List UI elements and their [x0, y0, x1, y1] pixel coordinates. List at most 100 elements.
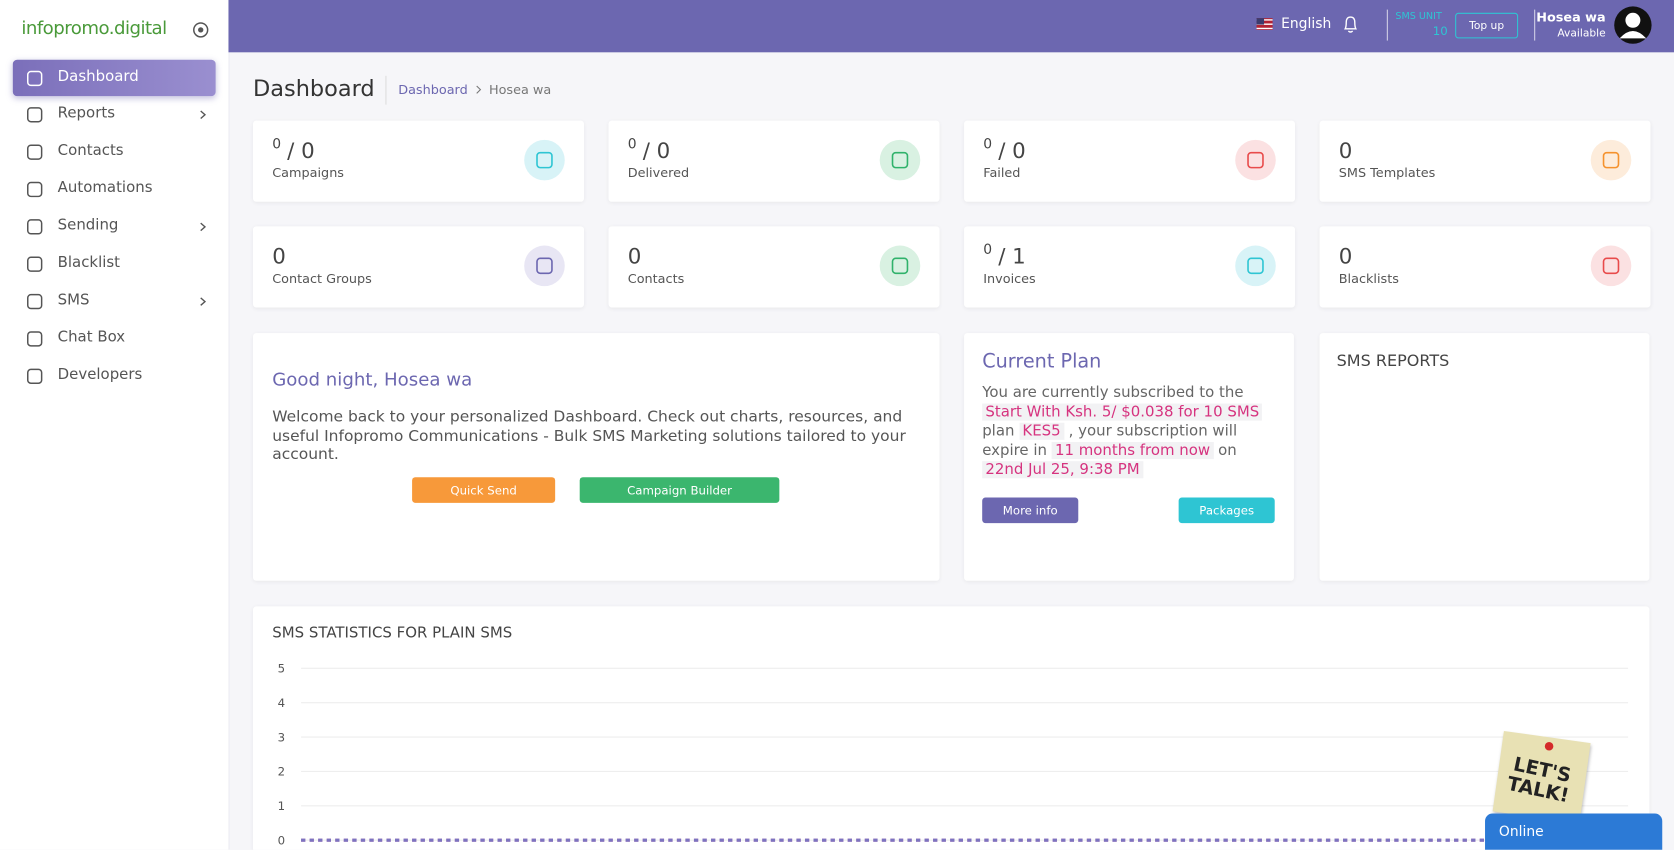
chart-card: SMS STATISTICS FOR PLAIN SMS 0 1 2 3 4 5 — [253, 606, 1650, 850]
menu-item[interactable]: SMS — [57, 291, 90, 309]
breadcrumb-link[interactable]: Dashboard — [398, 82, 468, 98]
plan-highlight: KES5 — [1019, 422, 1064, 440]
quick-send-button[interactable]: Quick Send — [412, 477, 556, 503]
menu-item[interactable]: Chat Box — [57, 328, 126, 346]
stat-icon-bg — [879, 139, 921, 181]
y-tick-label: 4 — [278, 696, 285, 710]
sticker-text: LET'S TALK! — [1505, 753, 1574, 808]
y-tick-label: 0 — [278, 833, 285, 847]
chart: 0 1 2 3 4 5 — [278, 662, 1629, 847]
chat-status-bar[interactable]: Online — [1485, 813, 1663, 850]
user-status: Available — [1557, 27, 1606, 40]
packages-button[interactable]: Packages — [1178, 497, 1275, 524]
bell — [1344, 16, 1357, 33]
stat-card: 0 Contact Groups — [253, 226, 584, 308]
plan-text-segment: on — [1218, 441, 1237, 460]
menu-item[interactable]: Sending — [57, 216, 119, 234]
divider — [1534, 9, 1536, 41]
stat-icon — [524, 139, 565, 181]
menu-icon-shape — [27, 107, 43, 123]
menu-icon — [27, 144, 43, 160]
user-name: Hosea wa — [1536, 9, 1606, 25]
flag-canton — [1256, 18, 1265, 25]
sidebar-toggle — [193, 22, 209, 38]
stat-icon — [1590, 245, 1632, 287]
plan-card: Current Plan You are currently subscribed… — [964, 333, 1294, 581]
menu-icon-shape — [27, 293, 43, 310]
menu-active-bg — [12, 59, 216, 97]
y-tick-label: 5 — [278, 662, 285, 676]
y-tick-label: 1 — [278, 799, 285, 813]
chart-title: SMS STATISTICS FOR PLAIN SMS — [272, 624, 513, 642]
sticker[interactable]: LET'S TALK! — [1492, 730, 1591, 824]
chat-status: Online — [1498, 824, 1544, 841]
y-tick-label: 3 — [278, 730, 285, 744]
menu-icon — [27, 219, 43, 235]
chevron-path — [200, 297, 207, 306]
plan-text-segment: You are currently subscribed to the — [982, 384, 1244, 402]
plan-highlight: 22nd Jul 25, 9:38 PM — [982, 461, 1143, 479]
stat-card: 0 / 1 Invoices — [964, 226, 1295, 308]
flag-stripe — [1256, 27, 1273, 30]
more-info-button[interactable]: More info — [982, 497, 1079, 524]
plan-text-segment: , your subscription will expire in — [982, 422, 1238, 460]
stat-value: / 1 — [998, 243, 1026, 270]
stat-icon-glyph — [536, 257, 553, 275]
stat-card: 0 SMS Templates — [1319, 120, 1651, 202]
menu-item[interactable]: Dashboard — [57, 68, 139, 86]
y-tick-label: 2 — [278, 765, 285, 779]
welcome-card: Good night, Hosea wa Welcome back to your… — [253, 333, 940, 581]
stat-icon-glyph — [1602, 151, 1620, 169]
language[interactable]: English — [1281, 16, 1332, 33]
stat-value: 0 — [1338, 243, 1353, 270]
menu-icon-shape — [27, 144, 43, 160]
stat-label: Delivered — [627, 165, 690, 181]
stat-icon-bg — [879, 245, 921, 287]
stat-card: 0 / 0 Campaigns — [253, 120, 584, 202]
topbar: English SMS UNIT 10 Top up Hosea wa Available — [228, 0, 1674, 53]
stat-icon-glyph — [1247, 151, 1264, 169]
menu-item[interactable]: Automations — [57, 179, 153, 197]
flag — [1256, 18, 1273, 30]
stat-sup: 0 — [983, 242, 993, 259]
menu-icon-shape — [27, 70, 43, 87]
menu-item[interactable]: Reports — [57, 104, 115, 122]
stat-icon — [879, 139, 921, 181]
avatar — [1614, 6, 1652, 44]
stat-label: SMS Templates — [1338, 165, 1436, 181]
breadcrumb-current: Hosea wa — [488, 82, 552, 98]
stat-value: 0 — [1338, 137, 1353, 164]
menu-item[interactable]: Developers — [57, 366, 143, 384]
stat-icon — [1590, 139, 1632, 181]
reports-title: SMS REPORTS — [1336, 351, 1450, 371]
reports-card: SMS REPORTS — [1319, 333, 1650, 581]
sms-unit-label: SMS UNIT — [1395, 11, 1442, 23]
menu-icon — [27, 368, 43, 385]
stat-card: 0 / 0 Failed — [964, 120, 1295, 202]
stat-icon-glyph — [1602, 257, 1620, 275]
page-title: Dashboard — [253, 75, 375, 102]
menu-icon-shape — [27, 181, 43, 198]
plan-title: Current Plan — [982, 350, 1102, 373]
pin — [1544, 741, 1554, 751]
menu-icon — [27, 293, 43, 310]
menu-item[interactable]: Blacklist — [57, 254, 121, 272]
campaign-builder-button[interactable]: Campaign Builder — [579, 477, 780, 503]
plan-highlight: Start With Ksh. 5/ $0.038 for 10 SMS — [982, 403, 1263, 421]
menu-icon — [27, 107, 43, 123]
sms-unit-value: 10 — [1432, 24, 1448, 39]
plan-highlight: 11 months from now — [1051, 441, 1214, 460]
divider — [1386, 9, 1388, 41]
stat-sup: 0 — [272, 136, 282, 153]
stat-icon-bg — [524, 245, 565, 287]
stat-card: 0 Blacklists — [1319, 226, 1651, 308]
stat-label: Invoices — [983, 271, 1036, 287]
stat-icon — [1235, 245, 1276, 287]
menu-icon — [27, 181, 43, 198]
stat-sup: 0 — [983, 136, 993, 153]
menu-item[interactable]: Contacts — [57, 141, 124, 160]
menu-icon — [27, 256, 43, 272]
menu-icon-shape — [27, 219, 43, 235]
top-up-button[interactable]: Top up — [1455, 12, 1519, 39]
